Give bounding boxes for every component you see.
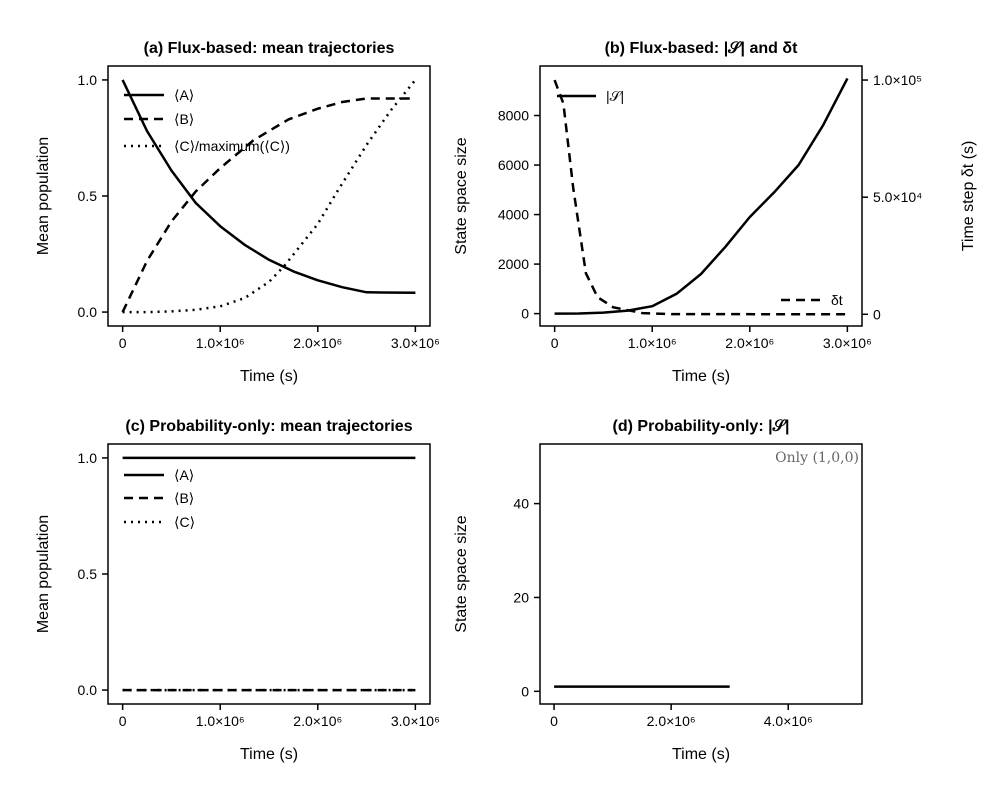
y-tick-label: 20 xyxy=(513,589,529,605)
chart-title: (b) Flux-based: |𝒮| and δt xyxy=(605,40,798,57)
y-tick-label: 0.0 xyxy=(78,682,98,698)
y-axis-label: Mean population xyxy=(35,137,52,255)
y-right-tick-label: 5.0×10⁴ xyxy=(873,189,922,205)
x-axis-label: Time (s) xyxy=(240,746,298,763)
x-tick-label: 0 xyxy=(119,335,127,351)
x-axis-label: Time (s) xyxy=(672,368,730,385)
x-tick-label: 4.0×10⁶ xyxy=(764,713,813,729)
x-axis-label: Time (s) xyxy=(240,368,298,385)
x-tick-label: 2.0×10⁶ xyxy=(293,335,342,351)
series-line-solid xyxy=(554,77,849,315)
plot-frame xyxy=(107,443,431,705)
y-right-tick-label: 0 xyxy=(873,306,881,322)
x-tick-label: 2.0×10⁶ xyxy=(725,335,774,351)
y-tick-label: 1.0 xyxy=(78,72,98,88)
x-tick-label: 0 xyxy=(551,335,559,351)
y-axis-label: State space size xyxy=(453,137,470,255)
y-tick-label: 0 xyxy=(521,683,529,699)
plot-frame xyxy=(539,65,863,327)
y-axis-label: Mean population xyxy=(35,515,52,633)
y-tick-label: 0 xyxy=(521,306,529,322)
chart-title: (c) Probability-only: mean trajectories xyxy=(125,418,412,435)
x-tick-label: 0 xyxy=(119,713,127,729)
x-tick-label: 1.0×10⁶ xyxy=(196,335,245,351)
legend-label: ⟨C⟩ xyxy=(174,514,195,530)
chart-title: (d) Probability-only: |𝒮| xyxy=(613,418,790,435)
y-axis-label: State space size xyxy=(453,515,470,633)
y-tick-label: 0.5 xyxy=(78,566,98,582)
panel-d: (d) Probability-only: |𝒮| 0 2.0×10⁶ 4.0×10⁶… xyxy=(453,418,863,763)
y-tick-label: 4000 xyxy=(498,207,529,223)
x-tick-label: 3.0×10⁶ xyxy=(823,335,872,351)
y-tick-label: 40 xyxy=(513,496,529,512)
series-line-dotted xyxy=(122,79,417,314)
series-line-solid xyxy=(121,79,416,295)
panel-b: (b) Flux-based: |𝒮| and δt 0 1.0×10⁶ 2.0×10… xyxy=(453,40,977,385)
plot-frame xyxy=(107,65,431,327)
legend-label: ⟨B⟩ xyxy=(174,111,194,127)
x-tick-label: 1.0×10⁶ xyxy=(628,335,677,351)
series-line-dashed xyxy=(121,97,416,313)
y-tick-label: 1.0 xyxy=(78,450,98,466)
x-axis-label: Time (s) xyxy=(672,746,730,763)
plot-frame xyxy=(539,443,863,705)
x-tick-label: 3.0×10⁶ xyxy=(391,713,440,729)
x-tick-label: 1.0×10⁶ xyxy=(196,713,245,729)
legend-label: ⟨C⟩/maximum(⟨C⟩) xyxy=(174,138,290,154)
y-right-axis-label: Time step δt (s) xyxy=(960,141,977,252)
x-tick-label: 2.0×10⁶ xyxy=(647,713,696,729)
panel-a: (a) Flux-based: mean trajectories 0 1.0×10… xyxy=(35,40,440,385)
legend-label: ⟨A⟩ xyxy=(174,87,194,103)
legend-label: ⟨A⟩ xyxy=(174,467,194,483)
y-tick-label: 2000 xyxy=(498,256,529,272)
y-tick-label: 0.0 xyxy=(78,304,98,320)
chart-title: (a) Flux-based: mean trajectories xyxy=(144,40,395,57)
legend-label: |𝒮| xyxy=(606,88,624,104)
legend-label: ⟨B⟩ xyxy=(174,490,194,506)
y-tick-label: 6000 xyxy=(498,157,529,173)
legend-label: δt xyxy=(831,292,843,308)
annotation-text: Only (1,0,0) xyxy=(775,450,859,466)
x-tick-label: 0 xyxy=(550,713,558,729)
series-line-dashed xyxy=(553,79,848,316)
x-tick-label: 3.0×10⁶ xyxy=(391,335,440,351)
y-right-tick-label: 1.0×10⁵ xyxy=(873,72,922,88)
y-tick-label: 8000 xyxy=(498,108,529,124)
y-tick-label: 0.5 xyxy=(78,188,98,204)
x-tick-label: 2.0×10⁶ xyxy=(293,713,342,729)
panel-c: (c) Probability-only: mean trajectories 0… xyxy=(35,418,440,763)
